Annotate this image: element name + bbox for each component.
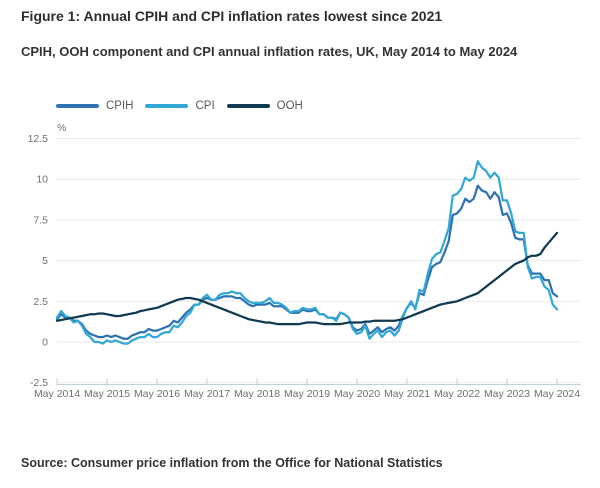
- series-line-ooh: [55, 231, 559, 326]
- x-tick-label: May 2020: [334, 388, 380, 400]
- x-tick-label: May 2022: [434, 388, 480, 400]
- y-tick-label: 12.5: [28, 133, 49, 145]
- y-tick-label: -2.5: [30, 377, 48, 389]
- x-tick-label: May 2021: [384, 388, 430, 400]
- legend-label: OOH: [276, 100, 303, 112]
- y-tick-label: 10: [36, 174, 48, 186]
- x-tick-label: May 2023: [484, 388, 530, 400]
- x-tick-label: May 2019: [284, 388, 330, 400]
- source-note: Source: Consumer price inflation from th…: [21, 456, 443, 470]
- x-tick-label: May 2015: [84, 388, 130, 400]
- x-tick-label: May 2014: [34, 388, 80, 400]
- legend-item-cpi: CPI: [145, 100, 215, 112]
- y-tick-label: 0: [42, 337, 48, 349]
- legend-item-ooh: OOH: [226, 100, 303, 112]
- legend-swatch-cpih: [56, 104, 99, 108]
- figure-title: Figure 1: Annual CPIH and CPI inflation …: [21, 8, 443, 24]
- x-tick-label: May 2018: [234, 388, 280, 400]
- x-tick-label: May 2017: [184, 388, 230, 400]
- legend-swatch-cpi: [145, 104, 189, 108]
- figure-subtitle: CPIH, OOH component and CPI annual infla…: [21, 44, 518, 59]
- chart-legend: CPIH CPI OOH: [56, 100, 315, 112]
- series-line-cpih: [55, 184, 559, 340]
- legend-label: CPI: [195, 100, 215, 112]
- legend-item-cpih: CPIH: [56, 100, 133, 112]
- legend-swatch-ooh: [226, 104, 270, 108]
- series-line-cpi: [55, 160, 559, 345]
- inflation-line-chart: 12.5 10 7.5 5 2.5 0 -2.5% May 2014 May 2015 May 2…: [28, 122, 581, 400]
- x-tick-label: May 2024: [534, 388, 580, 400]
- x-tick-label: May 2016: [134, 388, 180, 400]
- legend-label: CPIH: [106, 100, 134, 112]
- y-tick-label: 7.5: [33, 214, 48, 226]
- y-tick-label: 2.5: [33, 296, 48, 308]
- y-axis-unit-label: %: [57, 122, 66, 134]
- y-tick-label: 5: [42, 255, 48, 267]
